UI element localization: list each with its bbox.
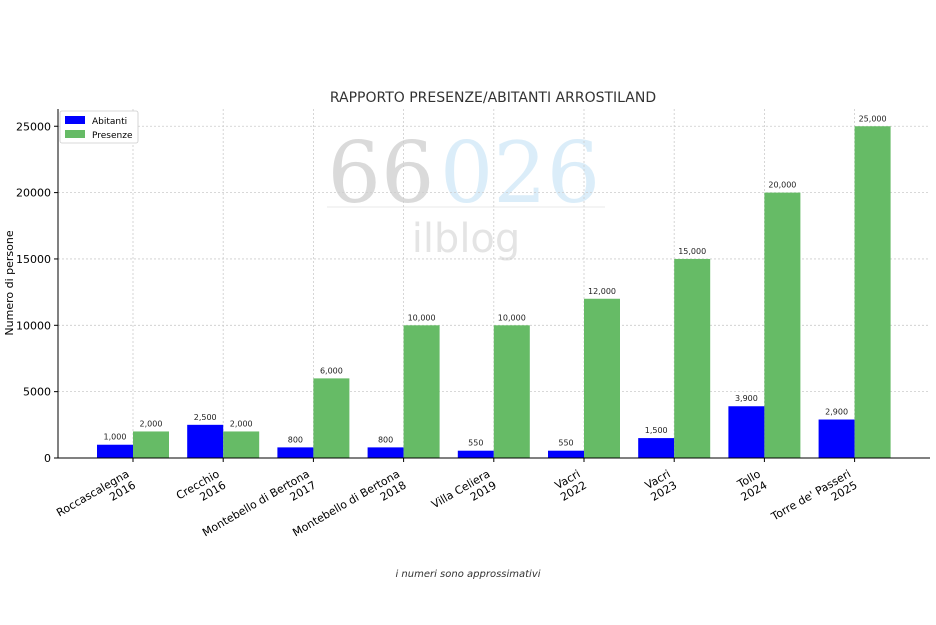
legend-label: Presenze [92, 131, 133, 141]
x-tick-label: Roccascalegna2016 [54, 467, 138, 530]
watermark-number-right: 026 [440, 124, 600, 222]
legend-swatch [65, 130, 85, 138]
legend-swatch [65, 116, 85, 124]
bar-abitanti [728, 406, 765, 458]
x-tick-label: Villa Celiera2019 [429, 467, 499, 522]
value-label-presenze: 20,000 [768, 181, 796, 190]
value-label-abitanti: 1,500 [645, 426, 668, 435]
bar-abitanti [277, 447, 314, 458]
bar-presenze [584, 298, 620, 458]
bar-presenze [133, 431, 169, 458]
value-label-abitanti: 550 [468, 439, 483, 448]
value-label-presenze: 10,000 [408, 313, 436, 322]
x-tick-label: Crecchio2016 [174, 467, 228, 513]
legend-label: Abitanti [92, 117, 127, 127]
x-tick-label: Vacri2022 [552, 467, 589, 504]
value-label-presenze: 12,000 [588, 287, 616, 296]
bar-presenze [764, 192, 801, 458]
bar-abitanti [187, 424, 224, 458]
x-tick-label: Tollo2024 [732, 467, 769, 504]
y-axis-ticks: 0 5000 10000 15000 20000 25000 [16, 120, 58, 465]
watermark-text: ilblog [412, 216, 521, 262]
watermark: 66 026 ilblog [327, 124, 605, 262]
bar-abitanti [457, 450, 494, 458]
y-axis-label: Numero di persone [3, 230, 16, 335]
bars [97, 126, 891, 459]
value-label-abitanti: 550 [558, 439, 573, 448]
value-label-presenze: 10,000 [498, 313, 526, 322]
bar-abitanti [818, 419, 855, 458]
value-label-presenze: 25,000 [859, 114, 887, 123]
y-tick-label: 25000 [16, 120, 51, 133]
watermark-number-left: 66 [328, 124, 435, 222]
bar-presenze [854, 126, 891, 459]
chart-title: RAPPORTO PRESENZE/ABITANTI ARROSTILAND [330, 90, 656, 106]
bar-abitanti [638, 438, 675, 458]
value-label-abitanti: 3,900 [735, 394, 758, 403]
value-label-presenze: 15,000 [678, 247, 706, 256]
y-tick-label: 0 [44, 452, 51, 465]
value-label-abitanti: 800 [288, 435, 303, 444]
bar-presenze [674, 258, 711, 458]
bar-presenze [313, 378, 350, 458]
legend: Abitanti Presenze [59, 110, 139, 144]
x-tick-label: Torre de' Passeri2025 [768, 467, 859, 535]
value-label-presenze: 6,000 [320, 366, 343, 375]
y-tick-label: 5000 [23, 386, 51, 399]
y-tick-label: 15000 [16, 253, 51, 266]
value-labels: 1,000 2,000 2,500 2,000 800 6,000 800 10,000 550… [104, 114, 887, 447]
x-axis-ticks: Roccascalegna2016 Crecchio2016Montebello … [54, 458, 860, 539]
value-label-abitanti: 2,900 [825, 408, 848, 417]
bar-abitanti [97, 444, 133, 458]
bar-abitanti [548, 450, 584, 458]
y-tick-label: 20000 [16, 187, 51, 200]
value-label-presenze: 2,000 [230, 419, 253, 428]
bar-presenze [223, 431, 260, 458]
bar-presenze [403, 325, 440, 458]
x-tick-label: Vacri2023 [642, 467, 679, 504]
value-label-abitanti: 1,000 [104, 433, 127, 442]
value-label-presenze: 2,000 [140, 419, 163, 428]
footnote: i numeri sono approssimativi [395, 569, 541, 580]
bar-presenze [493, 325, 530, 458]
y-tick-label: 10000 [16, 319, 51, 332]
value-label-abitanti: 2,500 [194, 413, 217, 422]
value-label-abitanti: 800 [378, 435, 393, 444]
bar-abitanti [367, 447, 404, 458]
